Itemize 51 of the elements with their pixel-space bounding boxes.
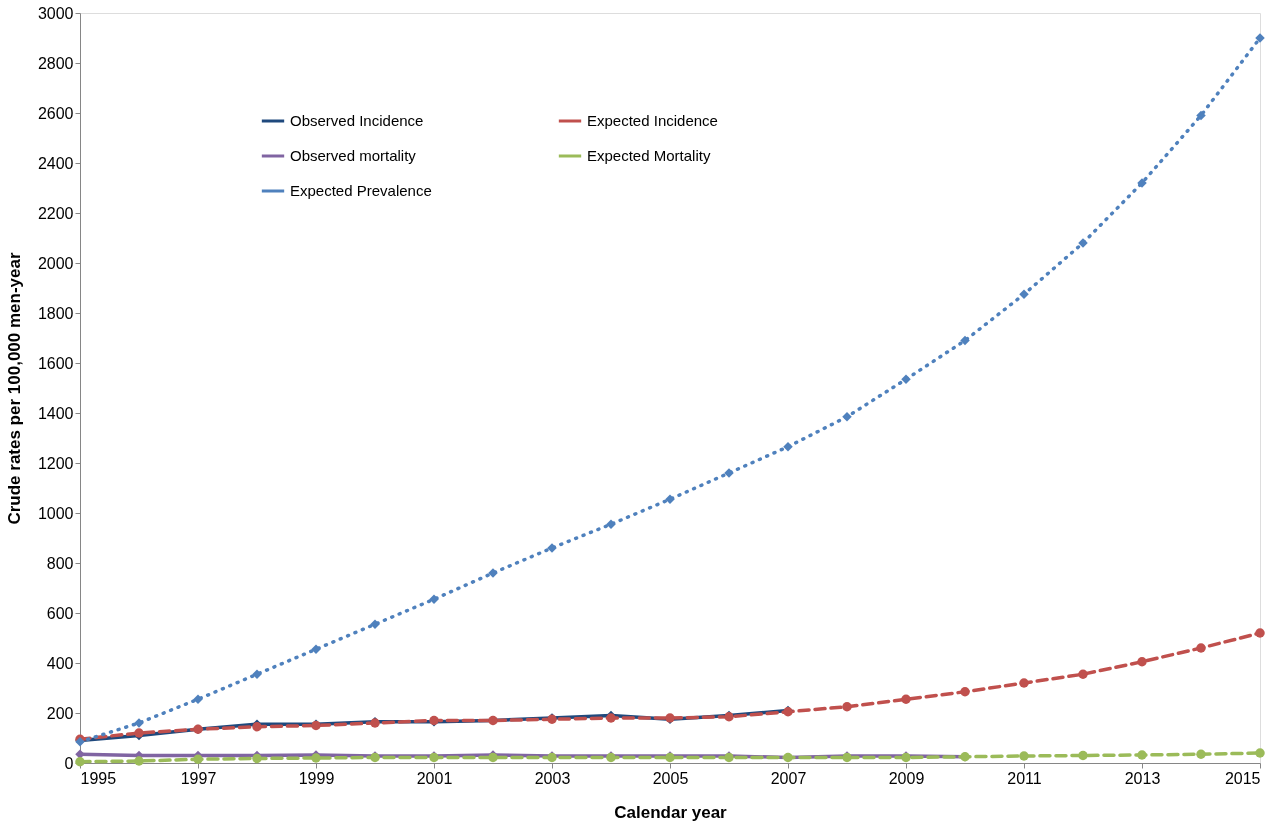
y-tick-label: 1800 <box>37 304 74 322</box>
point <box>1019 751 1029 761</box>
x-tick-label: 1997 <box>180 769 217 787</box>
y-tick-label: 2800 <box>37 54 74 72</box>
y-tick-label: 1200 <box>37 454 74 472</box>
point <box>1137 657 1147 667</box>
x-tick-label: 2007 <box>770 769 807 787</box>
y-tick-label: 1400 <box>37 404 74 422</box>
x-tick-label: 2005 <box>652 769 689 787</box>
y-tick-label: 2400 <box>37 154 74 172</box>
y-tick-label: 2600 <box>37 104 74 122</box>
x-tick-label: 2009 <box>888 769 925 787</box>
y-tick-label: 1600 <box>37 354 74 372</box>
x-tick-label: 2001 <box>416 769 453 787</box>
point <box>1255 628 1265 638</box>
x-axis-title: Calendar year <box>614 802 728 822</box>
y-tick-label: 600 <box>46 604 74 622</box>
y-tick-label: 2000 <box>37 254 74 272</box>
legend-label: Observed Incidence <box>290 112 424 129</box>
y-tick-label: 800 <box>46 554 74 572</box>
point <box>1196 643 1206 653</box>
y-axis-title: Crude rates per 100,000 men-year <box>4 252 24 525</box>
point <box>960 335 970 346</box>
point <box>1255 748 1265 758</box>
y-tick-label: 200 <box>46 704 74 722</box>
x-tick-label: 2015 <box>1224 769 1261 787</box>
point <box>1078 750 1088 761</box>
x-tick-label: 2003 <box>534 769 571 787</box>
y-tick-label: 400 <box>46 654 74 672</box>
point <box>134 756 144 766</box>
y-tick-label: 1000 <box>37 504 74 522</box>
legend-label: Expected Prevalence <box>290 182 432 199</box>
point <box>1078 669 1088 679</box>
point <box>1196 110 1206 121</box>
legend-label: Expected Incidence <box>587 112 718 129</box>
x-tick-label: 1999 <box>298 769 335 787</box>
point <box>901 694 911 704</box>
point <box>842 702 852 712</box>
x-tick-label: 2011 <box>1007 769 1042 787</box>
point <box>193 754 203 764</box>
point <box>1137 750 1147 760</box>
x-tick-label: 1995 <box>80 769 117 787</box>
y-tick-label: 2200 <box>37 204 74 222</box>
y-tick-label: 0 <box>64 754 74 772</box>
x-tick-label: 2013 <box>1124 769 1161 787</box>
point <box>1196 749 1206 759</box>
point <box>960 687 970 697</box>
y-tick-label: 3000 <box>37 4 74 22</box>
point <box>1019 678 1029 688</box>
legend-label: Observed mortality <box>290 147 417 164</box>
legend-label: Expected Mortality <box>587 147 711 164</box>
